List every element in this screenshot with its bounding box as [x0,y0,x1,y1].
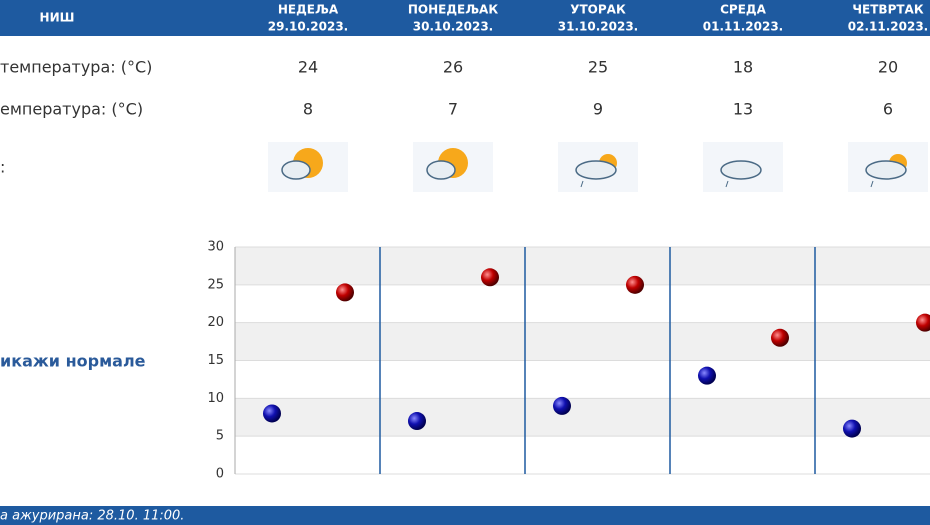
y-tick-label: 30 [207,240,224,255]
city: НИШ [40,11,75,25]
band [235,247,930,285]
max-temp: 25 [588,58,608,77]
min-temp: 9 [593,100,603,119]
y-tick-label: 15 [207,353,224,368]
weather-icon [268,142,348,192]
footer-bar [0,506,930,525]
weather-icon [558,142,638,192]
cloud [426,160,456,180]
min-label: емпература: (°C) [0,100,143,119]
point [408,412,426,431]
rain [725,180,729,188]
y-tick-label: 5 [216,429,224,444]
max-temp: 20 [878,58,898,77]
point [263,404,281,423]
cloud [865,160,907,180]
footer: а ажурирана: 28.10. 11:00. [0,509,184,524]
day-date: 01.11.2023. [703,20,783,34]
day-name: НЕДЕЉА [278,3,339,17]
weather-icon [848,142,928,192]
max-temp: 18 [733,58,753,77]
normals-link[interactable]: икажи нормале [0,352,146,371]
point [698,366,716,385]
cloud [575,160,617,180]
y-tick-label: 20 [207,315,224,330]
max-temp: 26 [443,58,463,77]
point [481,268,499,287]
min-temp: 13 [733,100,753,119]
y-tick-label: 10 [207,391,224,406]
header-bar [0,0,930,36]
point [626,275,644,294]
y-tick-label: 0 [216,467,224,482]
rain [580,180,584,188]
point [916,313,930,332]
day-date: 02.11.2023. [848,20,928,34]
max-temp: 24 [298,58,318,77]
day-name: СРЕДА [720,3,766,17]
min-temp: 6 [883,100,893,119]
day-name: УТОРАК [570,3,626,17]
day-name: ПОНЕДЕЉАК [408,3,499,17]
weather-icon [703,142,783,192]
min-temp: 7 [448,100,458,119]
y-tick-label: 25 [207,277,224,292]
cloud [720,160,762,180]
band [235,322,930,361]
point [553,396,571,415]
rain [870,180,874,188]
day-date: 31.10.2023. [558,20,638,34]
point [336,283,354,302]
day-date: 29.10.2023. [268,20,348,34]
band [235,398,930,437]
day-date: 30.10.2023. [413,20,493,34]
weather-icon [413,142,493,192]
icon-label: : [0,158,5,177]
point [771,328,789,347]
point [843,419,861,438]
min-temp: 8 [303,100,313,119]
max-label: температура: (°C) [0,58,152,77]
cloud [281,160,311,180]
day-name: ЧЕТВРТАК [852,3,923,17]
